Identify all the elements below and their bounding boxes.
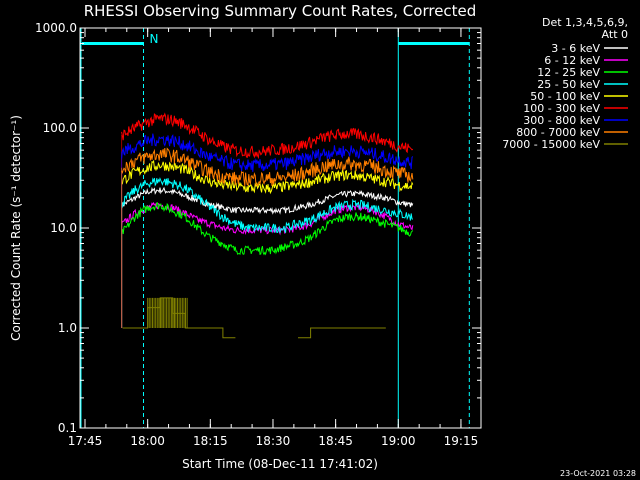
legend-entry-7: 300 - 800 keV — [523, 114, 600, 127]
x-tick-label: 18:30 — [256, 434, 291, 448]
y-tick-label: 0.1 — [58, 421, 77, 435]
series-line-3 — [121, 202, 414, 256]
series-line-5 — [121, 159, 414, 195]
series-line-4 — [121, 177, 414, 233]
x-axis-label: Start Time (08-Dec-11 17:41:02) — [182, 457, 378, 471]
legend-entry-1: 3 - 6 keV — [551, 42, 600, 55]
series-8 — [121, 147, 414, 328]
x-tick-label: 18:45 — [318, 434, 353, 448]
series-line-1 — [121, 186, 414, 215]
y-tick-label: 1000.0 — [35, 21, 77, 35]
legend-entry-2: 6 - 12 keV — [544, 54, 600, 67]
series-line-8 — [121, 147, 414, 187]
series-line-6 — [121, 112, 414, 160]
y-axis: 0.1 1.0 10.0 100.0 1000.0 — [35, 21, 481, 435]
legend-entry-6: 100 - 300 keV — [523, 102, 600, 115]
x-tick-label: 18:15 — [193, 434, 228, 448]
legend-entry-9: 7000 - 15000 keV — [502, 138, 600, 151]
y-axis-label: Corrected Count Rate (s⁻¹ detector⁻¹) — [9, 115, 23, 341]
y-tick-label: 10.0 — [50, 221, 77, 235]
timestamp: 23-Oct-2021 03:28 — [560, 469, 636, 478]
y-tick-label: 100.0 — [43, 121, 77, 135]
x-axis: 17:45 18:00 18:15 18:30 18:45 19:00 19:15 — [68, 28, 479, 448]
chart-title: RHESSI Observing Summary Count Rates, Co… — [84, 2, 477, 20]
annotation-label: N — [149, 32, 158, 46]
legend-entry-8: 800 - 7000 keV — [516, 126, 600, 139]
legend-entry-5: 50 - 100 keV — [530, 90, 600, 103]
series-line-7 — [121, 133, 414, 172]
x-tick-label: 19:00 — [381, 434, 416, 448]
legend-header-line-2: Att 0 — [602, 28, 628, 41]
legend-entry-3: 12 - 25 keV — [537, 66, 600, 79]
y-tick-label: 1.0 — [58, 321, 77, 335]
x-tick-label: 18:00 — [130, 434, 165, 448]
legend-entry-4: 25 - 50 keV — [537, 78, 600, 91]
x-tick-label: 17:45 — [68, 434, 103, 448]
series-9 — [122, 297, 386, 339]
legend-header-line-1: Det 1,3,4,5,6,9, — [542, 16, 628, 29]
x-tick-label: 19:15 — [444, 434, 479, 448]
